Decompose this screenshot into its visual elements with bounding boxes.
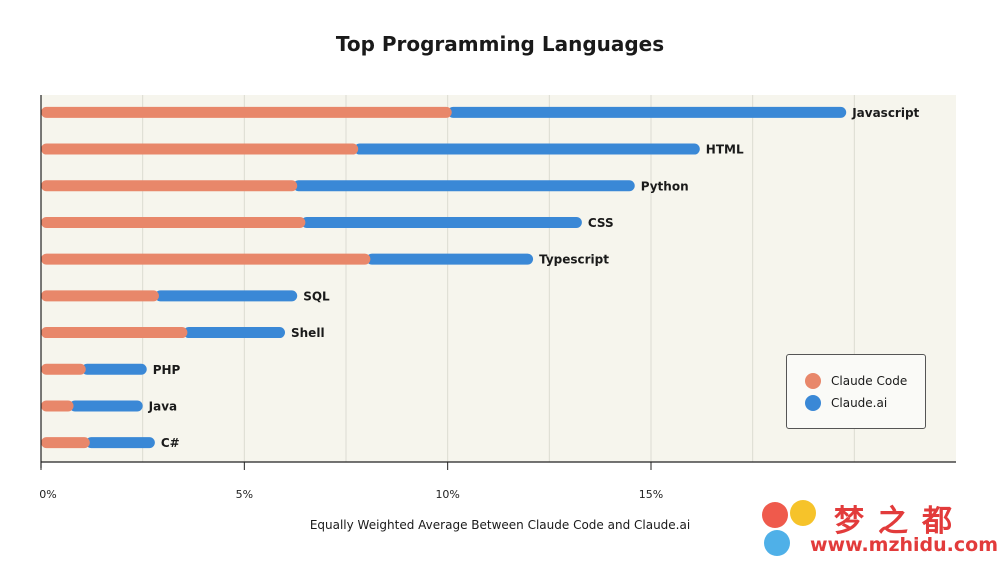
bar-claude-ai [354, 143, 700, 155]
legend-swatch-claude-code [805, 373, 821, 389]
bar-claude-code [41, 327, 188, 339]
legend-label-claude-ai: Claude.ai [831, 396, 888, 410]
watermark-text: 梦之都 [834, 504, 966, 539]
bar-claude-code [41, 180, 298, 192]
watermark-logo-icon [762, 498, 820, 556]
bar-claude-ai [154, 290, 298, 302]
category-label: SQL [303, 289, 330, 303]
bar-claude-ai [301, 216, 582, 228]
x-tick-label: 0% [39, 488, 56, 501]
bar-claude-ai [366, 253, 534, 265]
bar-claude-code [41, 253, 371, 265]
x-axis-label: Equally Weighted Average Between Claude … [309, 518, 691, 532]
bar-claude-ai [183, 327, 285, 339]
category-label: C# [161, 436, 180, 450]
bar-claude-code [41, 437, 90, 449]
bar-claude-code [41, 290, 159, 302]
bar-claude-code [41, 106, 452, 118]
x-tick-label: 10% [435, 488, 459, 501]
legend: Claude Code Claude.ai [786, 354, 926, 429]
bar-claude-ai [69, 400, 143, 412]
bar-claude-ai [447, 106, 847, 118]
bar-claude-code [41, 216, 306, 228]
legend-swatch-claude-ai [805, 395, 821, 411]
bar-claude-code [41, 400, 74, 412]
legend-item-claude-ai: Claude.ai [805, 395, 887, 411]
category-label: Java [148, 399, 177, 413]
category-labels: Javascript HTML Python CSS Typescript SQL Shel… [148, 106, 920, 450]
bars [41, 106, 847, 449]
bar-claude-code [41, 363, 86, 375]
watermark-url: www.mzhidu.com [810, 534, 999, 556]
legend-item-claude-code: Claude Code [805, 373, 907, 389]
x-tick-label: 15% [639, 488, 663, 501]
category-label: Python [641, 179, 689, 193]
bar-claude-ai [293, 180, 635, 192]
axes [40, 95, 956, 468]
watermark: 梦之都 www.mzhidu.com [762, 496, 998, 560]
category-label: CSS [588, 216, 614, 230]
category-label: Javascript [851, 106, 919, 120]
chart-title: Top Programming Languages [335, 32, 665, 56]
legend-label-claude-code: Claude Code [831, 374, 908, 388]
category-label: Shell [291, 326, 325, 340]
x-tick-label: 5% [236, 488, 253, 501]
bar-claude-ai [81, 363, 147, 375]
x-ticks: 0% 5% 10% 15% [39, 462, 663, 501]
bar-claude-ai [85, 437, 155, 449]
bar-claude-code [41, 143, 359, 155]
category-label: HTML [706, 143, 744, 157]
category-label: Typescript [539, 253, 609, 267]
category-label: PHP [153, 363, 181, 377]
